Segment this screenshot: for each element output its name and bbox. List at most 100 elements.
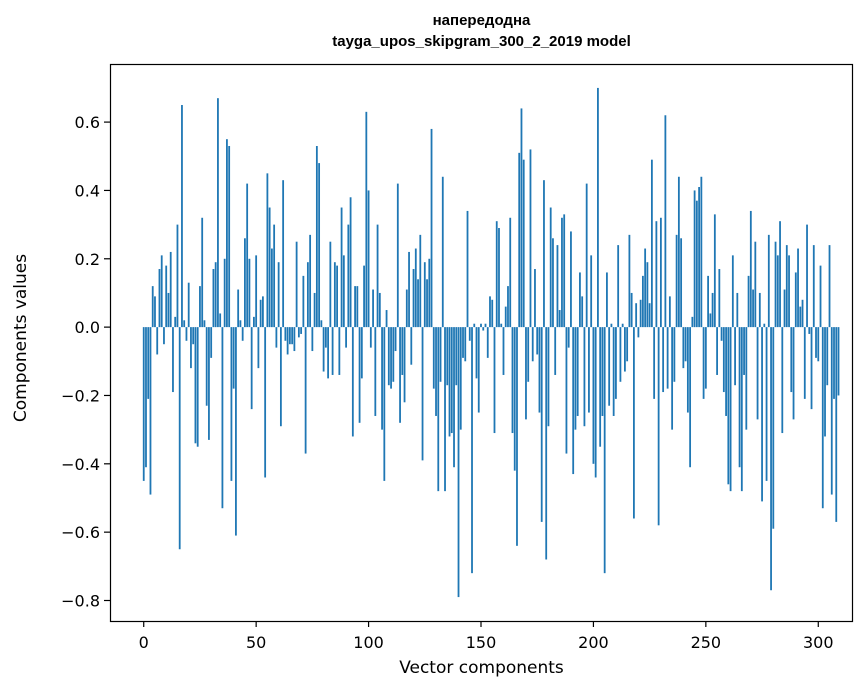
bar — [641, 275, 644, 328]
bar — [248, 258, 251, 328]
bar — [475, 327, 478, 379]
bar — [630, 292, 633, 328]
bar — [612, 327, 615, 416]
bar — [331, 327, 334, 375]
bar — [639, 299, 642, 328]
bar — [493, 327, 496, 434]
bar — [383, 327, 386, 481]
bar — [174, 316, 177, 328]
bar — [354, 286, 356, 328]
bar — [190, 327, 192, 369]
bar — [826, 327, 829, 386]
y-tick-label: −0.6 — [61, 523, 100, 542]
bar — [592, 327, 595, 464]
bar — [394, 327, 397, 352]
bar — [767, 234, 770, 328]
bar — [414, 248, 417, 328]
bar — [306, 262, 309, 328]
bar — [482, 327, 485, 331]
bar — [246, 183, 249, 328]
bar — [288, 327, 291, 345]
bar — [322, 327, 325, 372]
bar — [471, 327, 473, 574]
bar — [738, 327, 741, 468]
bar — [392, 327, 395, 382]
bar — [529, 149, 532, 328]
bar — [336, 265, 338, 328]
bar — [192, 327, 195, 345]
bar — [601, 327, 604, 416]
bar — [536, 327, 539, 355]
x-tick-label: 100 — [353, 633, 384, 652]
bar — [412, 269, 415, 328]
bar — [446, 327, 449, 386]
y-axis-label: Components values — [11, 253, 31, 423]
bar — [223, 258, 226, 328]
bar — [502, 327, 505, 375]
bar — [552, 238, 554, 328]
bar — [812, 245, 815, 328]
bar — [212, 269, 215, 328]
y-axis-ticks: −0.8 −0.6 −0.4 −0.2 0.0 0.2 0.4 0.6 — [61, 113, 110, 610]
bar — [396, 183, 399, 328]
bar — [830, 327, 833, 495]
bar — [513, 327, 516, 471]
bar — [590, 255, 593, 328]
bar — [147, 327, 150, 399]
bar — [646, 262, 649, 328]
bar — [448, 327, 451, 437]
bar — [219, 313, 222, 328]
bar — [291, 327, 294, 345]
bar — [727, 327, 730, 485]
bar — [810, 327, 813, 410]
bar — [378, 292, 381, 328]
bar — [565, 327, 568, 454]
bar — [390, 327, 392, 389]
bar — [345, 327, 347, 348]
bar — [262, 296, 264, 328]
bar — [151, 286, 154, 328]
bar — [374, 327, 377, 416]
bar — [572, 327, 575, 475]
bar — [302, 275, 305, 328]
bar — [525, 327, 527, 420]
bar — [633, 327, 635, 519]
bar — [210, 327, 213, 358]
bar — [491, 299, 494, 328]
bar — [608, 327, 611, 406]
bar — [221, 327, 224, 509]
bar — [576, 327, 579, 416]
bar — [698, 187, 700, 328]
bar — [776, 255, 779, 328]
bar — [486, 327, 489, 358]
bar — [520, 108, 523, 328]
bar — [358, 327, 361, 423]
y-tick-label: −0.2 — [61, 386, 100, 405]
bar — [495, 221, 498, 328]
bar — [673, 327, 676, 382]
bar — [783, 289, 786, 328]
bar — [581, 296, 584, 328]
bar — [558, 310, 561, 328]
bar — [167, 292, 170, 328]
bar — [273, 224, 276, 328]
bar — [740, 327, 743, 492]
bar — [808, 327, 811, 334]
bar — [828, 245, 831, 328]
bar — [606, 272, 608, 328]
bar — [408, 251, 410, 328]
bar — [293, 327, 296, 352]
bar — [277, 262, 280, 328]
bar — [169, 251, 172, 328]
bar — [781, 327, 784, 434]
bar — [498, 228, 500, 328]
bar — [419, 234, 422, 328]
bar — [792, 327, 795, 420]
bar — [788, 255, 790, 328]
bar — [837, 327, 840, 396]
bar — [794, 272, 797, 328]
x-tick-label: 200 — [578, 633, 609, 652]
bar — [466, 210, 469, 328]
bar — [664, 115, 667, 328]
bar — [421, 327, 424, 461]
